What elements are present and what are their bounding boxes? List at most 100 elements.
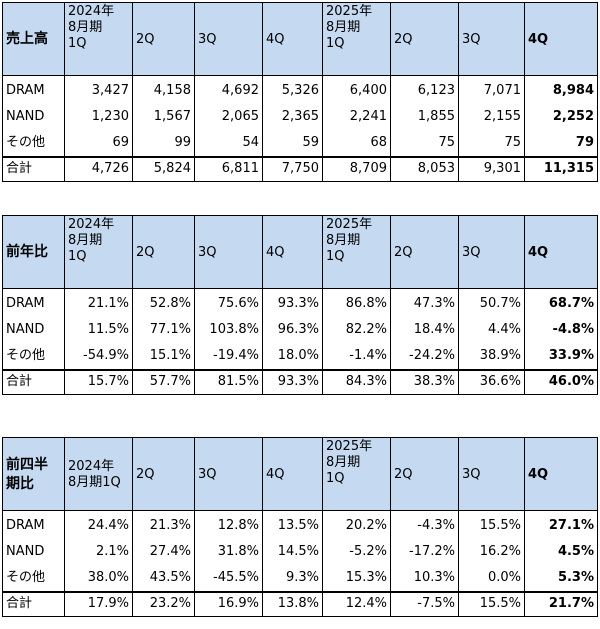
header-3q: 3Q <box>458 2 525 76</box>
cell: 46.0% <box>524 368 598 395</box>
cell: 2,241 <box>322 103 391 131</box>
cell: 93.3% <box>262 288 323 317</box>
cell: 33.9% <box>524 343 598 370</box>
cell: -4.8% <box>524 316 598 344</box>
cell: 15.7% <box>64 368 133 395</box>
cell: 38.0% <box>64 565 133 592</box>
cell: 86.8% <box>322 288 391 317</box>
cell: 4.5% <box>524 538 598 566</box>
row-label: 合計 <box>2 155 65 182</box>
cell: -4.3% <box>390 510 459 539</box>
cell: 79 <box>524 130 598 157</box>
cell: -1.4% <box>322 343 391 370</box>
header-4q: 4Q <box>524 2 598 76</box>
cell: 1,230 <box>64 103 133 131</box>
cell: 82.2% <box>322 316 391 344</box>
table-row: DRAM 21.1% 52.8% 75.6% 93.3% 86.8% 47.3%… <box>2 288 598 317</box>
cell: 2,155 <box>458 103 525 131</box>
header-3q: 3Q <box>458 437 525 511</box>
cell: 7,071 <box>458 75 525 104</box>
header-4q: 4Q <box>262 437 323 511</box>
cell: 69 <box>64 130 133 157</box>
sales-table: 売上高 2024年 8月期 1Q 2Q 3Q 4Q 2025年 8月期 1Q 2… <box>2 2 598 182</box>
row-label: 合計 <box>2 368 65 395</box>
header-2q: 2Q <box>132 2 195 76</box>
cell: 3,427 <box>64 75 133 104</box>
cell: 21.1% <box>64 288 133 317</box>
row-label: DRAM <box>2 75 65 104</box>
header-3q: 3Q <box>194 437 263 511</box>
cell: 2,252 <box>524 103 598 131</box>
cell: -45.5% <box>194 565 263 592</box>
cell: 57.7% <box>132 368 195 395</box>
cell: -54.9% <box>64 343 133 370</box>
cell: 6,811 <box>194 155 263 182</box>
cell: 12.4% <box>322 590 391 617</box>
cell: 8,984 <box>524 75 598 104</box>
table-row-total: 合計 15.7% 57.7% 81.5% 93.3% 84.3% 38.3% 3… <box>2 368 598 395</box>
cell: 13.8% <box>262 590 323 617</box>
cell: 68.7% <box>524 288 598 317</box>
cell: 18.0% <box>262 343 323 370</box>
cell: 9.3% <box>262 565 323 592</box>
header-4q: 4Q <box>262 2 323 76</box>
row-label: 合計 <box>2 590 65 617</box>
cell: 6,400 <box>322 75 391 104</box>
table-row: NAND 2.1% 27.4% 31.8% 14.5% -5.2% -17.2%… <box>2 538 598 566</box>
table-row: NAND 1,230 1,567 2,065 2,365 2,241 1,855… <box>2 103 598 131</box>
header-period-2024-1q: 2024年 8月期 1Q <box>64 2 133 76</box>
cell: 6,123 <box>390 75 459 104</box>
cell: 4,726 <box>64 155 133 182</box>
cell: 27.1% <box>524 510 598 539</box>
cell: 14.5% <box>262 538 323 566</box>
cell: 4,692 <box>194 75 263 104</box>
header-4q: 4Q <box>524 437 598 511</box>
header-period-2025-1q: 2025年 8月期 1Q <box>322 2 391 76</box>
table-row-total: 合計 17.9% 23.2% 16.9% 13.8% 12.4% -7.5% 1… <box>2 590 598 617</box>
cell: 11,315 <box>524 155 598 182</box>
table-row: その他 -54.9% 15.1% -19.4% 18.0% -1.4% -24.… <box>2 343 598 370</box>
cell: 50.7% <box>458 288 525 317</box>
cell: 15.5% <box>458 510 525 539</box>
cell: 16.9% <box>194 590 263 617</box>
cell: 54 <box>194 130 263 157</box>
cell: 103.8% <box>194 316 263 344</box>
row-label: その他 <box>2 130 65 157</box>
cell: 84.3% <box>322 368 391 395</box>
cell: 8,709 <box>322 155 391 182</box>
cell: 18.4% <box>390 316 459 344</box>
header-period-2025-1q: 2025年 8月期 1Q <box>322 437 391 511</box>
header-period-2024-1q: 2024年 8月期1Q <box>64 437 133 511</box>
table-row: その他 38.0% 43.5% -45.5% 9.3% 15.3% 10.3% … <box>2 565 598 592</box>
header-4q: 4Q <box>524 215 598 289</box>
cell: 4.4% <box>458 316 525 344</box>
cell: -5.2% <box>322 538 391 566</box>
cell: 1,855 <box>390 103 459 131</box>
cell: 5.3% <box>524 565 598 592</box>
cell: -19.4% <box>194 343 263 370</box>
cell: 68 <box>322 130 391 157</box>
header-3q: 3Q <box>458 215 525 289</box>
header-3q: 3Q <box>194 215 263 289</box>
cell: 59 <box>262 130 323 157</box>
header-2q: 2Q <box>132 215 195 289</box>
cell: 23.2% <box>132 590 195 617</box>
cell: 16.2% <box>458 538 525 566</box>
cell: 0.0% <box>458 565 525 592</box>
header-period-2024-1q: 2024年 8月期 1Q <box>64 215 133 289</box>
cell: 4,158 <box>132 75 195 104</box>
cell: 31.8% <box>194 538 263 566</box>
row-label: その他 <box>2 565 65 592</box>
cell: 27.4% <box>132 538 195 566</box>
cell: 2,065 <box>194 103 263 131</box>
cell: 5,824 <box>132 155 195 182</box>
cell: -17.2% <box>390 538 459 566</box>
header-2q: 2Q <box>132 437 195 511</box>
table-row: DRAM 24.4% 21.3% 12.8% 13.5% 20.2% -4.3%… <box>2 510 598 539</box>
table-row-total: 合計 4,726 5,824 6,811 7,750 8,709 8,053 9… <box>2 155 598 182</box>
cell: 12.8% <box>194 510 263 539</box>
cell: 99 <box>132 130 195 157</box>
cell: 15.1% <box>132 343 195 370</box>
row-label: NAND <box>2 538 65 566</box>
cell: 38.3% <box>390 368 459 395</box>
